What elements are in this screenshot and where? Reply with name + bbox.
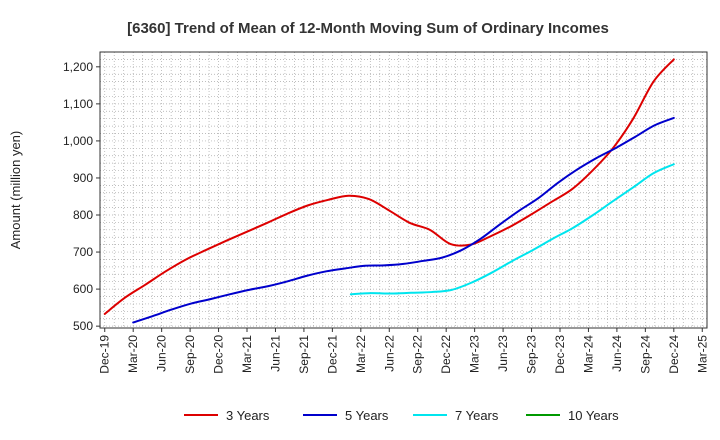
- x-tick-label: Mar-24: [581, 335, 595, 373]
- y-tick-label: 1,100: [63, 97, 93, 111]
- x-tick-label: Mar-20: [126, 335, 140, 373]
- legend-item-10-years: 10 Years: [526, 408, 619, 423]
- y-tick-label: 900: [73, 171, 93, 185]
- x-tick-label: Jun-23: [496, 335, 510, 372]
- x-tick-label: Jun-24: [610, 335, 624, 372]
- x-tick-label: Dec-20: [212, 335, 226, 374]
- y-tick-label: 800: [73, 208, 93, 222]
- x-axis-ticks: Dec-19 Mar-20 Jun-20 Sep-20 Dec-20 Mar-21 Jun-…: [98, 328, 709, 374]
- plot-frame: [99, 51, 708, 329]
- x-tick-label: Sep-22: [411, 335, 425, 374]
- legend-item-5-years: 5 Years: [303, 408, 389, 423]
- legend-label: 10 Years: [568, 408, 619, 423]
- x-tick-label: Dec-24: [667, 335, 681, 374]
- legend-label: 3 Years: [226, 408, 270, 423]
- legend-item-3-years: 3 Years: [184, 408, 270, 423]
- y-tick-label: 600: [73, 282, 93, 296]
- y-axis-ticks: 500 600 700 800 900 1,000 1,100 1,200: [63, 60, 100, 333]
- x-tick-label: Dec-23: [553, 335, 567, 374]
- legend: 3 Years 5 Years 7 Years 10 Years: [184, 408, 619, 423]
- plot-background: [100, 52, 707, 328]
- series-line-7-years: [349, 163, 675, 296]
- x-tick-label: Mar-23: [468, 335, 482, 373]
- x-tick-label: Sep-21: [297, 335, 311, 374]
- y-tick-label: 1,000: [63, 134, 93, 148]
- y-tick-label: 1,200: [63, 60, 93, 74]
- x-tick-label: Dec-22: [439, 335, 453, 374]
- legend-item-7-years: 7 Years: [413, 408, 499, 423]
- series-line-3-years: [103, 58, 675, 315]
- x-tick-label: Sep-24: [638, 335, 652, 374]
- x-tick-label: Mar-21: [240, 335, 254, 373]
- chart-title: [6360] Trend of Mean of 12-Month Moving …: [127, 20, 609, 37]
- gridlines: [100, 51, 707, 328]
- y-tick-label: 500: [73, 319, 93, 333]
- series-lines: [103, 58, 675, 324]
- x-tick-label: Jun-21: [268, 335, 282, 372]
- legend-label: 5 Years: [345, 408, 389, 423]
- x-tick-label: Sep-23: [525, 335, 539, 374]
- x-tick-label: Mar-22: [354, 335, 368, 373]
- y-tick-label: 700: [73, 245, 93, 259]
- legend-label: 7 Years: [455, 408, 499, 423]
- x-tick-label: Dec-19: [98, 335, 112, 374]
- x-tick-label: Jun-22: [382, 335, 396, 372]
- x-tick-label: Sep-20: [183, 335, 197, 374]
- series-line-5-years: [132, 116, 675, 324]
- x-tick-label: Mar-25: [695, 335, 709, 373]
- x-tick-label: Dec-21: [325, 335, 339, 374]
- y-axis-label: Amount (million yen): [8, 131, 23, 250]
- x-tick-label: Jun-20: [155, 335, 169, 372]
